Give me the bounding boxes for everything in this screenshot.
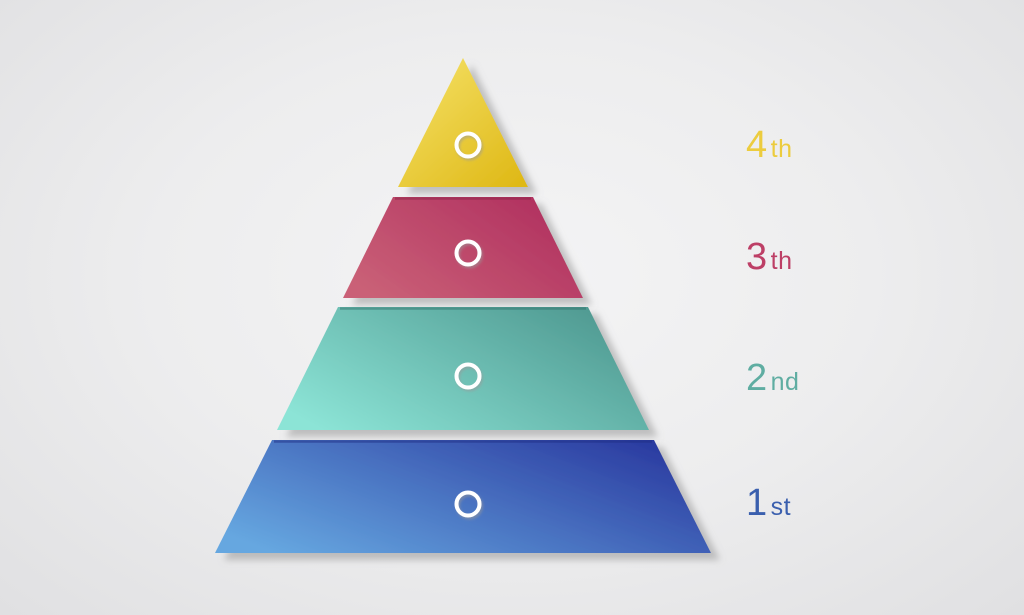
level-2-marker-ring-icon — [454, 362, 482, 390]
level-label-2nd: 2 nd — [746, 359, 799, 397]
level-label-3th: 3 th — [746, 238, 793, 276]
level-label-4th: 4 th — [746, 126, 793, 164]
level-suffix: nd — [770, 368, 800, 397]
level-suffix: st — [770, 493, 792, 522]
level-suffix: th — [770, 247, 793, 276]
level-number: 1 — [746, 482, 768, 525]
level-number: 3 — [746, 236, 768, 279]
level-number: 2 — [746, 357, 768, 400]
level-4-marker-ring-icon — [454, 131, 482, 159]
level-label-1st: 1 st — [746, 484, 791, 522]
level-suffix: th — [770, 135, 793, 164]
level-1-marker-ring-icon — [454, 490, 482, 518]
pyramid-level-3-shape — [343, 197, 583, 298]
pyramid-level-2-shape — [277, 307, 649, 430]
pyramid-level-4-shape — [398, 58, 528, 187]
level-3-marker-ring-icon — [454, 239, 482, 267]
pyramid-level-1-shape — [215, 440, 711, 553]
level-number: 4 — [746, 124, 768, 167]
